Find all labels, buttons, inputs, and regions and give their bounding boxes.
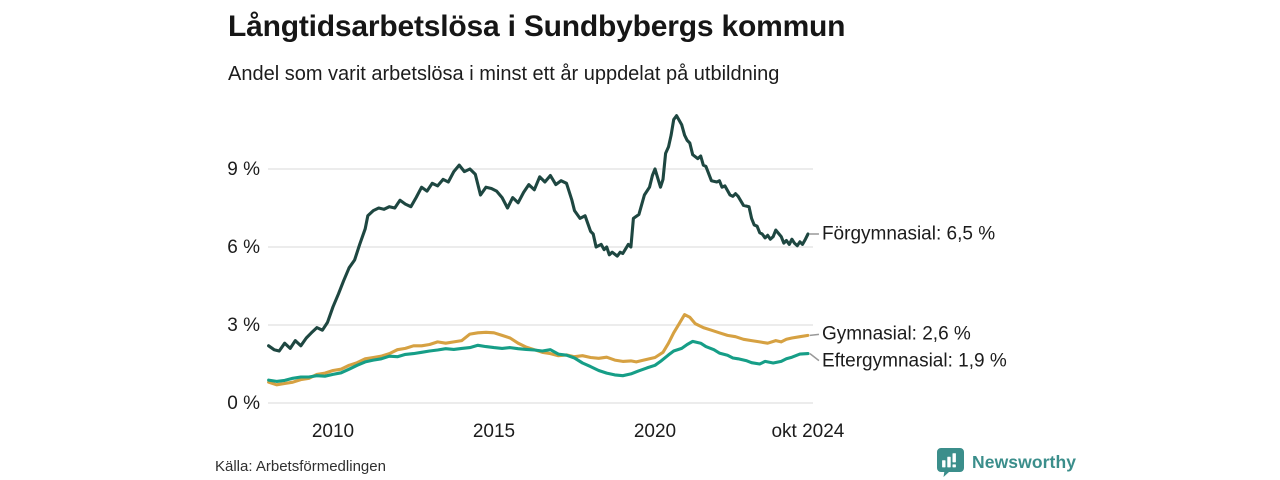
chart-title: Långtidsarbetslösa i Sundbybergs kommun	[228, 10, 846, 43]
series-label-eftergymnasial: Eftergymnasial: 1,9 %	[821, 350, 1007, 372]
series-line-eftergymnasial	[267, 339, 810, 383]
newsworthy-logo: Newsworthy	[936, 447, 1076, 478]
x-axis-label-2015: 2015	[472, 421, 516, 442]
label-connector-gymnasial	[809, 333, 820, 337]
series-line-förgymnasial	[267, 114, 810, 353]
x-axis-label-2010: 2010	[311, 421, 355, 442]
chart-subtitle: Andel som varit arbetslösa i minst ett å…	[228, 63, 780, 85]
series-label-förgymnasial: Förgymnasial: 6,5 %	[821, 223, 996, 245]
series-label-gymnasial: Gymnasial: 2,6 %	[821, 323, 971, 345]
newsworthy-wordmark: Newsworthy	[972, 452, 1077, 472]
y-axis-label-3: 3 %	[227, 315, 260, 336]
series-line-gymnasial	[267, 313, 810, 387]
y-axis-label-6: 6 %	[227, 237, 260, 258]
x-axis-label-okt-2024: okt 2024	[771, 421, 845, 442]
source-note: Källa: Arbetsförmedlingen	[215, 458, 386, 475]
y-axis-label-9: 9 %	[227, 159, 260, 180]
label-connector-eftergymnasial	[809, 353, 820, 362]
newsworthy-icon	[936, 447, 965, 478]
x-axis-label-2020: 2020	[633, 421, 677, 442]
y-axis-label-0: 0 %	[227, 393, 260, 414]
